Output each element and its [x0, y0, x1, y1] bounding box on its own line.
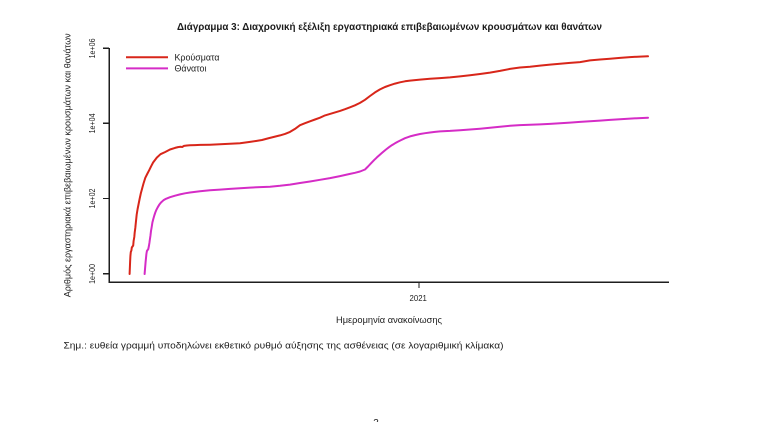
svg-text:Κρούσματα: Κρούσματα — [175, 53, 220, 63]
svg-text:3: 3 — [373, 418, 379, 422]
svg-text:Ημερομηνία ανακοίνωσης: Ημερομηνία ανακοίνωσης — [336, 315, 443, 325]
svg-text:1e+00: 1e+00 — [88, 263, 97, 283]
svg-text:Διάγραμμα 3: Διαχρονική εξέλιξ: Διάγραμμα 3: Διαχρονική εξέλιξη εργαστηρ… — [177, 22, 602, 33]
svg-text:1e+02: 1e+02 — [88, 188, 97, 208]
svg-text:2021: 2021 — [410, 294, 427, 303]
svg-text:Σημ.: ευθεία γραμμή υποδηλώνει: Σημ.: ευθεία γραμμή υποδηλώνει εκθετικό … — [64, 341, 504, 352]
svg-text:Θάνατοι: Θάνατοι — [175, 64, 207, 74]
svg-text:1e+04: 1e+04 — [88, 113, 97, 133]
svg-text:Αριθμός εργαστηριακά επιβεβαιω: Αριθμός εργαστηριακά επιβεβαιωμένων κρου… — [63, 33, 73, 298]
svg-text:1e+06: 1e+06 — [88, 38, 97, 58]
